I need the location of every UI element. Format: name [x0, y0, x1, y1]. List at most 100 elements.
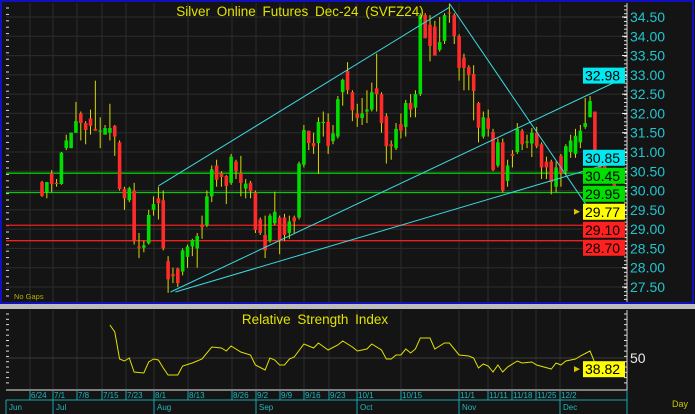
- month-label: Dec: [563, 403, 577, 412]
- trendline[interactable]: [175, 157, 628, 293]
- candle-up: [394, 128, 398, 149]
- candle-down: [248, 182, 253, 192]
- candle-up: [142, 245, 146, 248]
- rsi-value-tag: 38.82: [585, 361, 620, 377]
- candle-up: [336, 99, 340, 137]
- candle-up: [180, 250, 185, 272]
- trendline[interactable]: [448, 3, 596, 218]
- horizontal-lines[interactable]: [6, 172, 627, 242]
- date-label: 8/26: [233, 391, 249, 400]
- last-price-arrow-icon: [574, 208, 580, 215]
- trendline[interactable]: [158, 6, 450, 187]
- candle-down: [132, 190, 136, 241]
- candle-down: [379, 94, 384, 124]
- candle-down: [292, 217, 296, 222]
- candle-up: [59, 152, 64, 185]
- candle-down: [263, 234, 267, 251]
- price-tick-label: 32.50: [630, 86, 665, 102]
- rsi-grid: [6, 310, 627, 389]
- candle-up: [496, 142, 500, 166]
- date-label: 9/16: [305, 391, 321, 400]
- panel-splitter[interactable]: [0, 304, 695, 309]
- candle-down: [549, 161, 554, 183]
- no-gaps-label: No Gaps: [14, 292, 44, 301]
- candle-down: [345, 70, 350, 91]
- candle-up: [442, 15, 447, 41]
- price-tag-bg: [583, 185, 625, 202]
- price-tick-label: 33.50: [630, 48, 665, 64]
- trendlines[interactable]: [158, 3, 628, 293]
- candle-down: [171, 274, 175, 277]
- price-panel[interactable]: Silver Online Futures Dec-24 (SVFZ24) No…: [0, 0, 694, 304]
- candle-up: [370, 92, 374, 110]
- candle-up: [268, 215, 272, 241]
- candle-down: [428, 24, 432, 46]
- price-tag-bg: [583, 221, 625, 238]
- candle-up: [525, 141, 529, 143]
- candle-down: [559, 155, 563, 174]
- rsi-panel[interactable]: Relative Strength Index 50 38.82: [6, 310, 646, 390]
- candle-down: [122, 188, 127, 199]
- date-label: 9/23: [330, 391, 346, 400]
- candle-up: [340, 79, 345, 93]
- candle-up: [229, 156, 233, 183]
- date-label: 9/2: [257, 391, 269, 400]
- candle-up: [321, 121, 326, 124]
- candle-down: [534, 132, 539, 147]
- candle-up: [98, 130, 102, 132]
- candle-up: [583, 123, 587, 127]
- date-label: 11/25: [537, 391, 557, 400]
- candle-up: [530, 132, 534, 144]
- candle-down: [219, 173, 224, 178]
- candle-down: [326, 121, 330, 146]
- date-label: 7/23: [127, 391, 143, 400]
- candle-down: [277, 217, 282, 240]
- price-tick-label: 27.50: [630, 279, 665, 295]
- candle-down: [161, 200, 166, 249]
- interval-label[interactable]: Day: [672, 399, 689, 409]
- date-label: 11/1: [460, 391, 476, 400]
- candle-down: [491, 131, 495, 171]
- chart-title: Silver Online Futures Dec-24 (SVFZ24): [176, 4, 424, 19]
- month-label: Jul: [56, 403, 66, 412]
- candle-down: [234, 161, 238, 172]
- candle-up: [273, 211, 277, 224]
- candle-down: [408, 103, 413, 110]
- price-tick-label: 31.50: [630, 125, 665, 141]
- price-tick-label: 29.00: [630, 221, 665, 237]
- month-label: Aug: [157, 403, 171, 412]
- candle-down: [384, 116, 389, 147]
- candle-down: [593, 111, 597, 160]
- price-tick-label: 34.00: [630, 28, 665, 44]
- price-tag: 30.45: [585, 168, 620, 184]
- month-label: Nov: [462, 403, 476, 412]
- price-tag: 32.98: [585, 68, 620, 84]
- candle-down: [40, 182, 44, 196]
- candle-up: [190, 239, 195, 247]
- candle-down: [83, 123, 88, 131]
- candle-up: [437, 42, 442, 50]
- candle-up: [316, 121, 321, 144]
- price-axis[interactable]: 34.50 34.00 33.50 33.00 32.50 32.00 31.50 31.00…: [622, 5, 665, 300]
- trendline[interactable]: [170, 76, 628, 293]
- price-tag-bg: [583, 167, 625, 184]
- date-axis[interactable]: Day 6/24 7/1 7/8 7/15 7/23 8/1 8/13 8/26 9/2 9/9 9…: [5, 389, 689, 414]
- candle-up: [69, 132, 73, 149]
- candle-down: [510, 153, 515, 156]
- price-tick-label: 33.00: [630, 67, 665, 83]
- price-tag: 28.70: [585, 240, 620, 256]
- candle-up: [103, 128, 107, 135]
- price-tick-label: 31.00: [630, 144, 665, 160]
- date-label: 11/11: [489, 391, 508, 400]
- candle-up: [564, 146, 568, 172]
- price-tag-bg: [583, 239, 625, 256]
- candle-down: [200, 224, 204, 228]
- price-tag: 29.10: [585, 222, 620, 238]
- candle-down: [433, 26, 437, 56]
- candle-down: [355, 113, 360, 119]
- candle-down: [462, 57, 466, 68]
- candle-up: [45, 182, 49, 193]
- candle-down: [389, 144, 393, 147]
- price-tag-bg: [583, 203, 625, 220]
